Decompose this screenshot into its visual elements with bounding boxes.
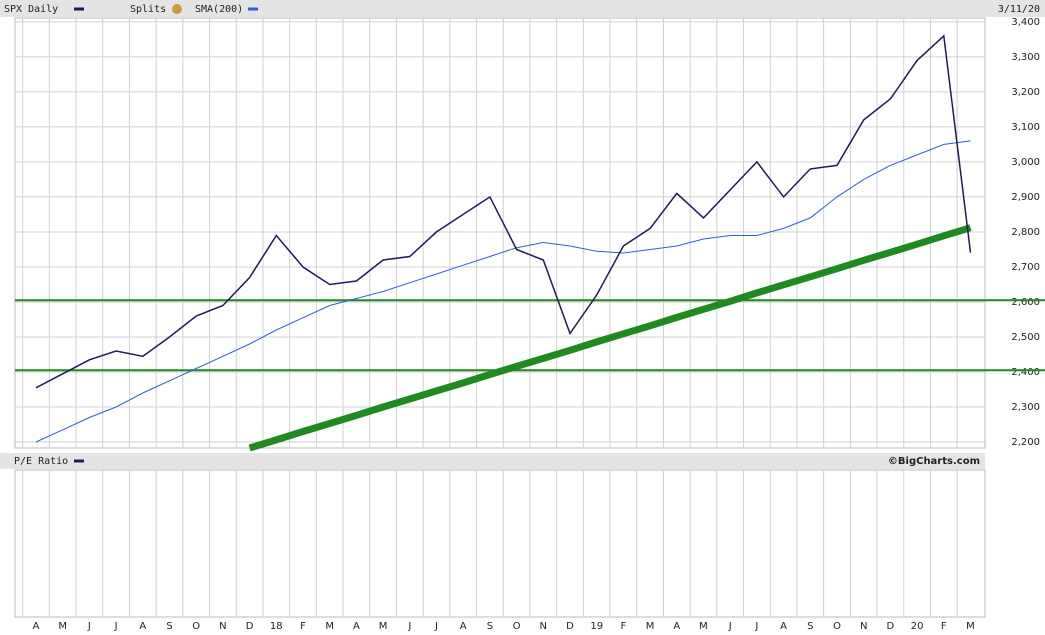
y-tick-label: 3,300 bbox=[1011, 52, 1040, 63]
trendline bbox=[248, 224, 972, 452]
x-tick-label: J bbox=[434, 621, 438, 632]
y-tick-label: 3,000 bbox=[1011, 157, 1040, 168]
sma-line bbox=[35, 140, 971, 443]
x-tick-label: S bbox=[807, 621, 813, 632]
x-tick-label: F bbox=[941, 621, 947, 632]
y-tick-label: 2,400 bbox=[1011, 367, 1040, 378]
x-tick-label: 19 bbox=[590, 621, 603, 632]
x-tick-label: J bbox=[754, 621, 758, 632]
x-tick-label: M bbox=[646, 621, 655, 632]
legend-label: SMA(200) bbox=[195, 4, 243, 15]
lower-plot bbox=[14, 469, 986, 618]
x-tick-label: D bbox=[246, 621, 254, 632]
y-tick-label: 2,300 bbox=[1011, 402, 1040, 413]
x-tick-label: J bbox=[114, 621, 118, 632]
x-tick-label: O bbox=[192, 621, 200, 632]
chart-title: SPX Daily bbox=[4, 4, 58, 15]
x-tick-label: S bbox=[487, 621, 493, 632]
x-tick-label: A bbox=[460, 621, 467, 632]
lower-title: P/E Ratio bbox=[14, 456, 68, 467]
x-tick-label: D bbox=[566, 621, 574, 632]
y-tick-label: 2,200 bbox=[1011, 437, 1040, 448]
lower-header bbox=[0, 453, 985, 469]
x-tick-label: D bbox=[887, 621, 895, 632]
splits-label: Splits bbox=[130, 4, 166, 15]
x-tick-label: A bbox=[673, 621, 680, 632]
y-tick-label: 2,500 bbox=[1011, 332, 1040, 343]
x-tick-label: A bbox=[139, 621, 146, 632]
price-line bbox=[35, 34, 972, 389]
x-tick-label: O bbox=[513, 621, 521, 632]
x-tick-label: 20 bbox=[911, 621, 924, 632]
x-tick-label: M bbox=[325, 621, 334, 632]
x-tick-label: M bbox=[966, 621, 975, 632]
x-tick-label: A bbox=[33, 621, 40, 632]
credit: ©BigCharts.com bbox=[888, 456, 980, 467]
x-tick-label: A bbox=[353, 621, 360, 632]
x-tick-label: F bbox=[621, 621, 627, 632]
y-tick-label: 3,400 bbox=[1011, 17, 1040, 28]
header-bar bbox=[0, 0, 1045, 17]
plot-layer: A M J J A S O N D 18 F M A M J J A S O N D 19 F M A M J J A S O N D 20 F M 2… bbox=[15, 17, 1045, 632]
x-tick-label: M bbox=[379, 621, 388, 632]
x-tick-label: F bbox=[300, 621, 306, 632]
x-tick-label: J bbox=[87, 621, 91, 632]
x-tick-label: J bbox=[407, 621, 411, 632]
y-tick-label: 3,200 bbox=[1011, 87, 1040, 98]
splits-icon bbox=[172, 4, 182, 14]
y-tick-label: 3,100 bbox=[1011, 122, 1040, 133]
x-tick-label: J bbox=[728, 621, 732, 632]
x-tick-label: N bbox=[219, 621, 226, 632]
y-tick-label: 2,800 bbox=[1011, 227, 1040, 238]
x-tick-label: A bbox=[780, 621, 787, 632]
x-tick-label: 18 bbox=[270, 621, 283, 632]
x-tick-label: M bbox=[58, 621, 67, 632]
date-label: 3/11/20 bbox=[998, 4, 1040, 15]
x-tick-label: N bbox=[860, 621, 867, 632]
x-tick-label: N bbox=[540, 621, 547, 632]
x-tick-label: S bbox=[166, 621, 172, 632]
y-tick-label: 2,700 bbox=[1011, 262, 1040, 273]
y-tick-label: 2,900 bbox=[1011, 192, 1040, 203]
main-plot bbox=[14, 17, 986, 449]
y-tick-label: 2,600 bbox=[1011, 297, 1040, 308]
x-tick-label: O bbox=[833, 621, 841, 632]
x-tick-label: M bbox=[699, 621, 708, 632]
